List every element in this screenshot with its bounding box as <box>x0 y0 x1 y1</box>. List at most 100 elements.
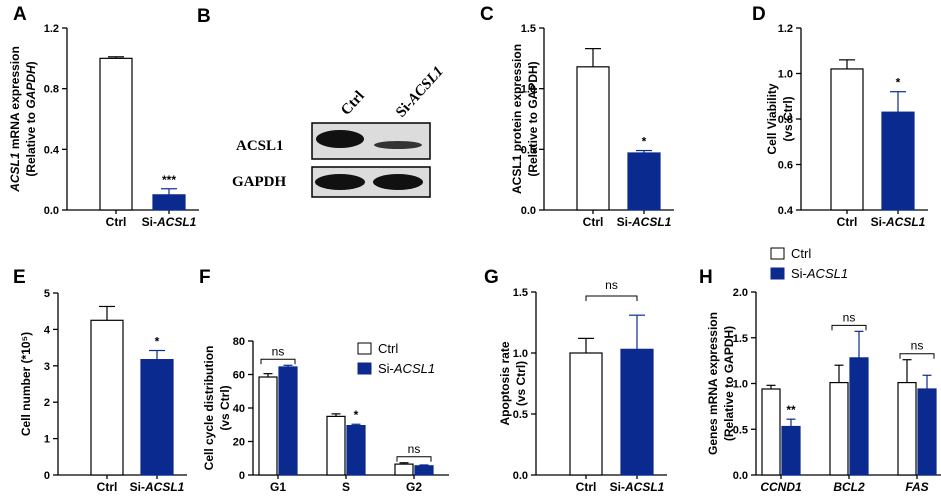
legend-label-ctrl-h: Ctrl <box>791 246 811 261</box>
x-tick-label-e-1: Si-ACSL1 <box>130 480 185 494</box>
y-tick-label-g-1: 0.5 <box>513 409 528 421</box>
y-axis-label-d-0: Cell Viability <box>765 83 779 154</box>
y-axis-label-d-1: (vs Ctrl) <box>781 96 795 141</box>
y-axis-label-g-0: Apoptosis rate <box>498 341 512 425</box>
y-tick-label-e-2: 2 <box>44 397 50 409</box>
bracket-label-g: ns <box>605 278 618 292</box>
x-tick-label-h-0: CCND1 <box>760 480 802 494</box>
y-axis-label-e-0: Cell number (*10⁵) <box>19 332 33 436</box>
bar-h-1-1 <box>849 357 869 476</box>
legend-swatch-ctrl-f <box>357 342 372 355</box>
legend-h: Ctrl Si-ACSL1 <box>770 246 848 281</box>
bar-f-1-1 <box>346 424 366 476</box>
blot-band-gapdh-si <box>373 174 423 190</box>
bracket-f-0 <box>260 358 296 365</box>
x-tick-label-f-0: G1 <box>270 480 286 494</box>
y-tick-label-g-0: 0.0 <box>513 470 528 482</box>
y-tick-label-d-4: 1.2 <box>778 23 793 35</box>
legend-swatch-ctrl-h <box>770 247 785 260</box>
x-tick-label-c-1: Si-ACSL1 <box>617 215 672 229</box>
bar-d-1 <box>881 111 915 211</box>
blot-lane-ctrl: Ctrl <box>338 88 368 119</box>
panel-label-a: A <box>13 4 27 25</box>
chart-g: G 0.0 0.5 1.0 1.5 Apoptosis rate (vs Ctrl) Ctrl… <box>484 267 667 494</box>
annotation-f-2: ns <box>408 442 421 456</box>
y-tick-label-a-1: 0.4 <box>44 144 60 156</box>
bar-g-0 <box>569 352 603 476</box>
x-tick-label-f-2: G2 <box>406 480 422 494</box>
y-tick-label-d-0: 0.4 <box>778 205 794 217</box>
bar-f-0-1 <box>278 366 298 476</box>
y-axis-label-g-1: (vs Ctrl) <box>514 361 528 406</box>
blot-band-gapdh-ctrl <box>315 174 365 190</box>
y-tick-label-f-2: 40 <box>233 403 245 415</box>
x-tick-label-a-0: Ctrl <box>106 215 127 229</box>
bar-f-0-0 <box>258 376 278 476</box>
bracket-f-2 <box>396 456 432 462</box>
blot-band-acsl1-ctrl <box>316 130 364 148</box>
bar-h-0-1 <box>781 425 801 476</box>
y-tick-label-h-0: 0.0 <box>733 470 748 482</box>
legend-label-ctrl-f: Ctrl <box>378 341 398 356</box>
bar-d-0 <box>830 68 864 211</box>
y-tick-label-h-1: 0.5 <box>733 424 748 436</box>
x-tick-label-d-1: Si-ACSL1 <box>871 215 926 229</box>
blot-row-acsl1: ACSL1 <box>236 138 284 154</box>
y-axis-label-h-1: (Relative to GAPDH) <box>722 326 736 441</box>
panel-label-d: D <box>752 4 766 25</box>
bar-f-1-0 <box>326 415 346 476</box>
y-tick-label-a-0: 0.0 <box>44 205 59 217</box>
y-tick-label-d-3: 1.0 <box>778 69 793 81</box>
y-axis-label-a-0: ACSL1 mRNA expression <box>8 46 22 193</box>
legend-f: Ctrl Si-ACSL1 <box>357 341 435 376</box>
blot-row-gapdh: GAPDH <box>232 174 286 190</box>
x-tick-label-g-0: Ctrl <box>576 480 597 494</box>
y-tick-label-e-3: 3 <box>44 361 50 373</box>
y-tick-label-c-0: 0.0 <box>521 205 536 217</box>
y-tick-label-h-2: 1.0 <box>733 379 748 391</box>
y-axis-label-f-0: Cell cycle distribution <box>202 346 216 471</box>
chart-d: D 0.4 0.6 0.8 1.0 1.2 Cell Viability (vs Ctrl) C… <box>752 4 928 229</box>
bar-g-1 <box>620 348 654 476</box>
legend-label-si-h: Si-ACSL1 <box>791 266 848 281</box>
bar-a-0 <box>99 57 133 211</box>
bracket-g <box>585 295 638 301</box>
annotation-h-1: ns <box>843 310 856 324</box>
bar-h-2-1 <box>917 388 937 476</box>
annotation-h-2: ns <box>911 339 924 353</box>
x-tick-label-a-1: Si-ACSL1 <box>142 215 197 229</box>
x-tick-label-h-1: BCL2 <box>833 480 865 494</box>
y-tick-label-a-2: 0.8 <box>44 84 59 96</box>
chart-c: C 0.0 0.5 1.0 1.5 ACSL1 protein expression (Re… <box>480 4 674 229</box>
annotation-f-1: * <box>354 408 359 422</box>
y-tick-label-d-2: 0.8 <box>778 114 793 126</box>
y-tick-label-f-0: 0 <box>239 470 245 482</box>
legends-layer: Ctrl Si-ACSL1 Ctrl Si-ACSL1 <box>357 246 848 376</box>
chart-f: F 0 20 40 60 80 Cell cycle distribution (vs Ctr… <box>199 267 449 494</box>
bar-e-0 <box>90 319 124 476</box>
annotation-d-0: * <box>896 76 901 90</box>
bar-c-0 <box>576 66 610 211</box>
bar-e-1 <box>140 359 174 476</box>
annotation-e-0: * <box>155 335 160 349</box>
chart-e: E 0 1 2 3 4 5 Cell number (*10⁵) Ctrl Si-ACSL1 * <box>13 267 187 494</box>
bar-h-1-0 <box>829 381 849 476</box>
y-axis-label-c-0: ACSL1 protein expression <box>510 44 524 194</box>
y-axis-label-c-1: (Relative to GAPDH) <box>526 61 540 176</box>
y-axis-label-a-1: (Relative to GAPDH) <box>24 61 38 176</box>
annotation-h-0: ** <box>786 403 796 417</box>
legend-swatch-si-f <box>357 362 372 375</box>
x-tick-label-g-1: Si-ACSL1 <box>610 480 665 494</box>
panel-label-c: C <box>480 4 494 25</box>
blot-lane-si: Si-ACSL1 <box>393 64 447 121</box>
bracket-h-1 <box>831 324 867 331</box>
x-tick-label-f-1: S <box>342 480 350 494</box>
annotation-f-0: ns <box>272 344 285 358</box>
legend-label-si-f: Si-ACSL1 <box>378 361 435 376</box>
bracket-h-2 <box>899 353 935 359</box>
y-tick-label-c-1: 0.5 <box>521 144 536 156</box>
panel-label-e: E <box>13 267 26 288</box>
chart-h: H 0.0 0.5 1.0 1.5 2.0 Genes mRNA expression (Re… <box>699 267 941 494</box>
